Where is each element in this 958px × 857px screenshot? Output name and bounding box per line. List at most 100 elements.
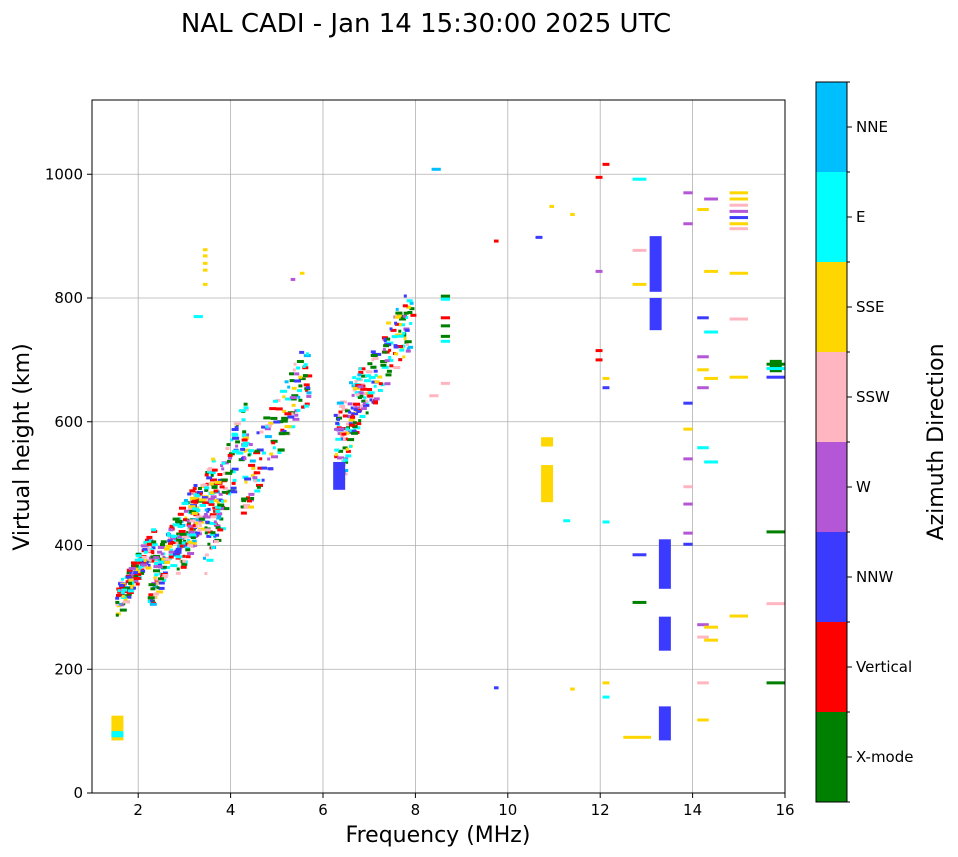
echo-point bbox=[165, 544, 173, 548]
echo-point bbox=[382, 348, 386, 352]
echo-point bbox=[151, 559, 155, 563]
echo-point bbox=[117, 589, 121, 593]
echo-mark bbox=[683, 531, 693, 535]
echo-point bbox=[348, 414, 352, 418]
echo-mark bbox=[683, 427, 693, 431]
echo-point bbox=[157, 581, 165, 585]
echo-mark bbox=[623, 735, 652, 739]
echo-point bbox=[254, 449, 260, 453]
echo-mark bbox=[570, 212, 575, 216]
echo-segment bbox=[658, 616, 671, 651]
echo-point bbox=[339, 432, 343, 436]
echo-mark bbox=[595, 175, 603, 179]
echo-point bbox=[221, 490, 227, 494]
echo-point bbox=[244, 477, 252, 481]
echo-point bbox=[219, 517, 224, 521]
echo-point bbox=[231, 450, 237, 454]
echo-point bbox=[202, 501, 208, 504]
echo-point bbox=[203, 556, 206, 560]
echo-mark bbox=[632, 282, 647, 286]
echo-point bbox=[248, 463, 256, 467]
echo-point bbox=[147, 549, 151, 553]
echo-point bbox=[168, 553, 176, 557]
echo-point bbox=[208, 500, 214, 504]
echo-mark bbox=[683, 457, 693, 461]
echo-point bbox=[115, 613, 119, 617]
echo-point bbox=[297, 389, 302, 393]
echo-point bbox=[178, 530, 186, 533]
echo-mark bbox=[193, 315, 203, 319]
echo-mark bbox=[729, 222, 749, 226]
echo-point bbox=[341, 432, 347, 436]
echo-point bbox=[136, 564, 140, 568]
echo-point bbox=[204, 531, 208, 535]
echo-point bbox=[151, 540, 157, 544]
echo-point bbox=[363, 379, 371, 383]
echo-point bbox=[365, 374, 371, 378]
echo-mark bbox=[431, 167, 441, 171]
echo-point bbox=[404, 340, 409, 344]
echo-point bbox=[264, 427, 271, 431]
echo-point bbox=[380, 360, 388, 363]
echo-mark bbox=[632, 553, 647, 557]
echo-point bbox=[287, 415, 295, 419]
echo-point bbox=[209, 491, 216, 495]
echo-point bbox=[189, 496, 196, 500]
echo-point bbox=[384, 382, 391, 386]
echo-point bbox=[167, 536, 172, 540]
echo-point bbox=[243, 436, 249, 440]
echo-point bbox=[234, 426, 239, 430]
colorbar-label: Azimuth Direction bbox=[924, 343, 949, 540]
echo-point bbox=[116, 594, 123, 597]
echo-mark bbox=[440, 297, 451, 301]
echo-point bbox=[305, 386, 310, 390]
echo-point bbox=[148, 593, 154, 597]
echo-point bbox=[388, 358, 394, 362]
echo-point bbox=[394, 315, 401, 319]
echo-point bbox=[339, 405, 346, 408]
echo-point bbox=[203, 504, 206, 507]
echo-point bbox=[386, 369, 392, 373]
echo-point bbox=[162, 556, 166, 559]
echo-point bbox=[353, 408, 358, 412]
echo-point bbox=[269, 452, 274, 456]
echo-point bbox=[166, 566, 170, 569]
colorbar-swatch bbox=[816, 172, 847, 262]
echo-mark bbox=[595, 269, 603, 273]
colorbar-swatch bbox=[816, 262, 847, 352]
echo-point bbox=[171, 535, 177, 538]
echo-point bbox=[175, 571, 181, 575]
echo-point bbox=[146, 542, 152, 546]
axis-ticks: 2 4 6 8 10 12 14 16 0 200 400 600 800 1000 bbox=[45, 165, 795, 819]
echo-point bbox=[150, 587, 156, 591]
echo-point bbox=[406, 299, 413, 303]
colorbar-swatch bbox=[816, 532, 847, 622]
echo-point bbox=[338, 449, 344, 453]
echo-mark bbox=[697, 446, 709, 450]
x-axis-label: Frequency (MHz) bbox=[346, 823, 531, 848]
echo-point bbox=[222, 486, 228, 490]
echo-point bbox=[217, 473, 223, 476]
echo-point bbox=[351, 431, 358, 435]
colorbar-category-label: E bbox=[856, 208, 865, 226]
echo-point bbox=[172, 552, 180, 556]
echo-point bbox=[164, 560, 170, 564]
echo-mark bbox=[697, 635, 709, 639]
echo-point bbox=[289, 379, 295, 383]
echo-point bbox=[115, 600, 120, 604]
echo-point bbox=[280, 419, 288, 423]
echo-point bbox=[362, 401, 366, 405]
echo-point bbox=[185, 542, 189, 546]
echo-point bbox=[211, 457, 216, 461]
echo-point bbox=[353, 402, 360, 406]
echo-point bbox=[371, 358, 375, 362]
echo-point bbox=[250, 497, 255, 500]
echo-point bbox=[396, 345, 403, 348]
echo-point bbox=[302, 364, 306, 368]
echo-point bbox=[132, 563, 136, 567]
echo-point bbox=[184, 499, 188, 502]
echo-point bbox=[271, 441, 276, 445]
echo-point bbox=[377, 389, 383, 392]
echo-point bbox=[226, 443, 231, 447]
echo-point bbox=[216, 516, 222, 520]
